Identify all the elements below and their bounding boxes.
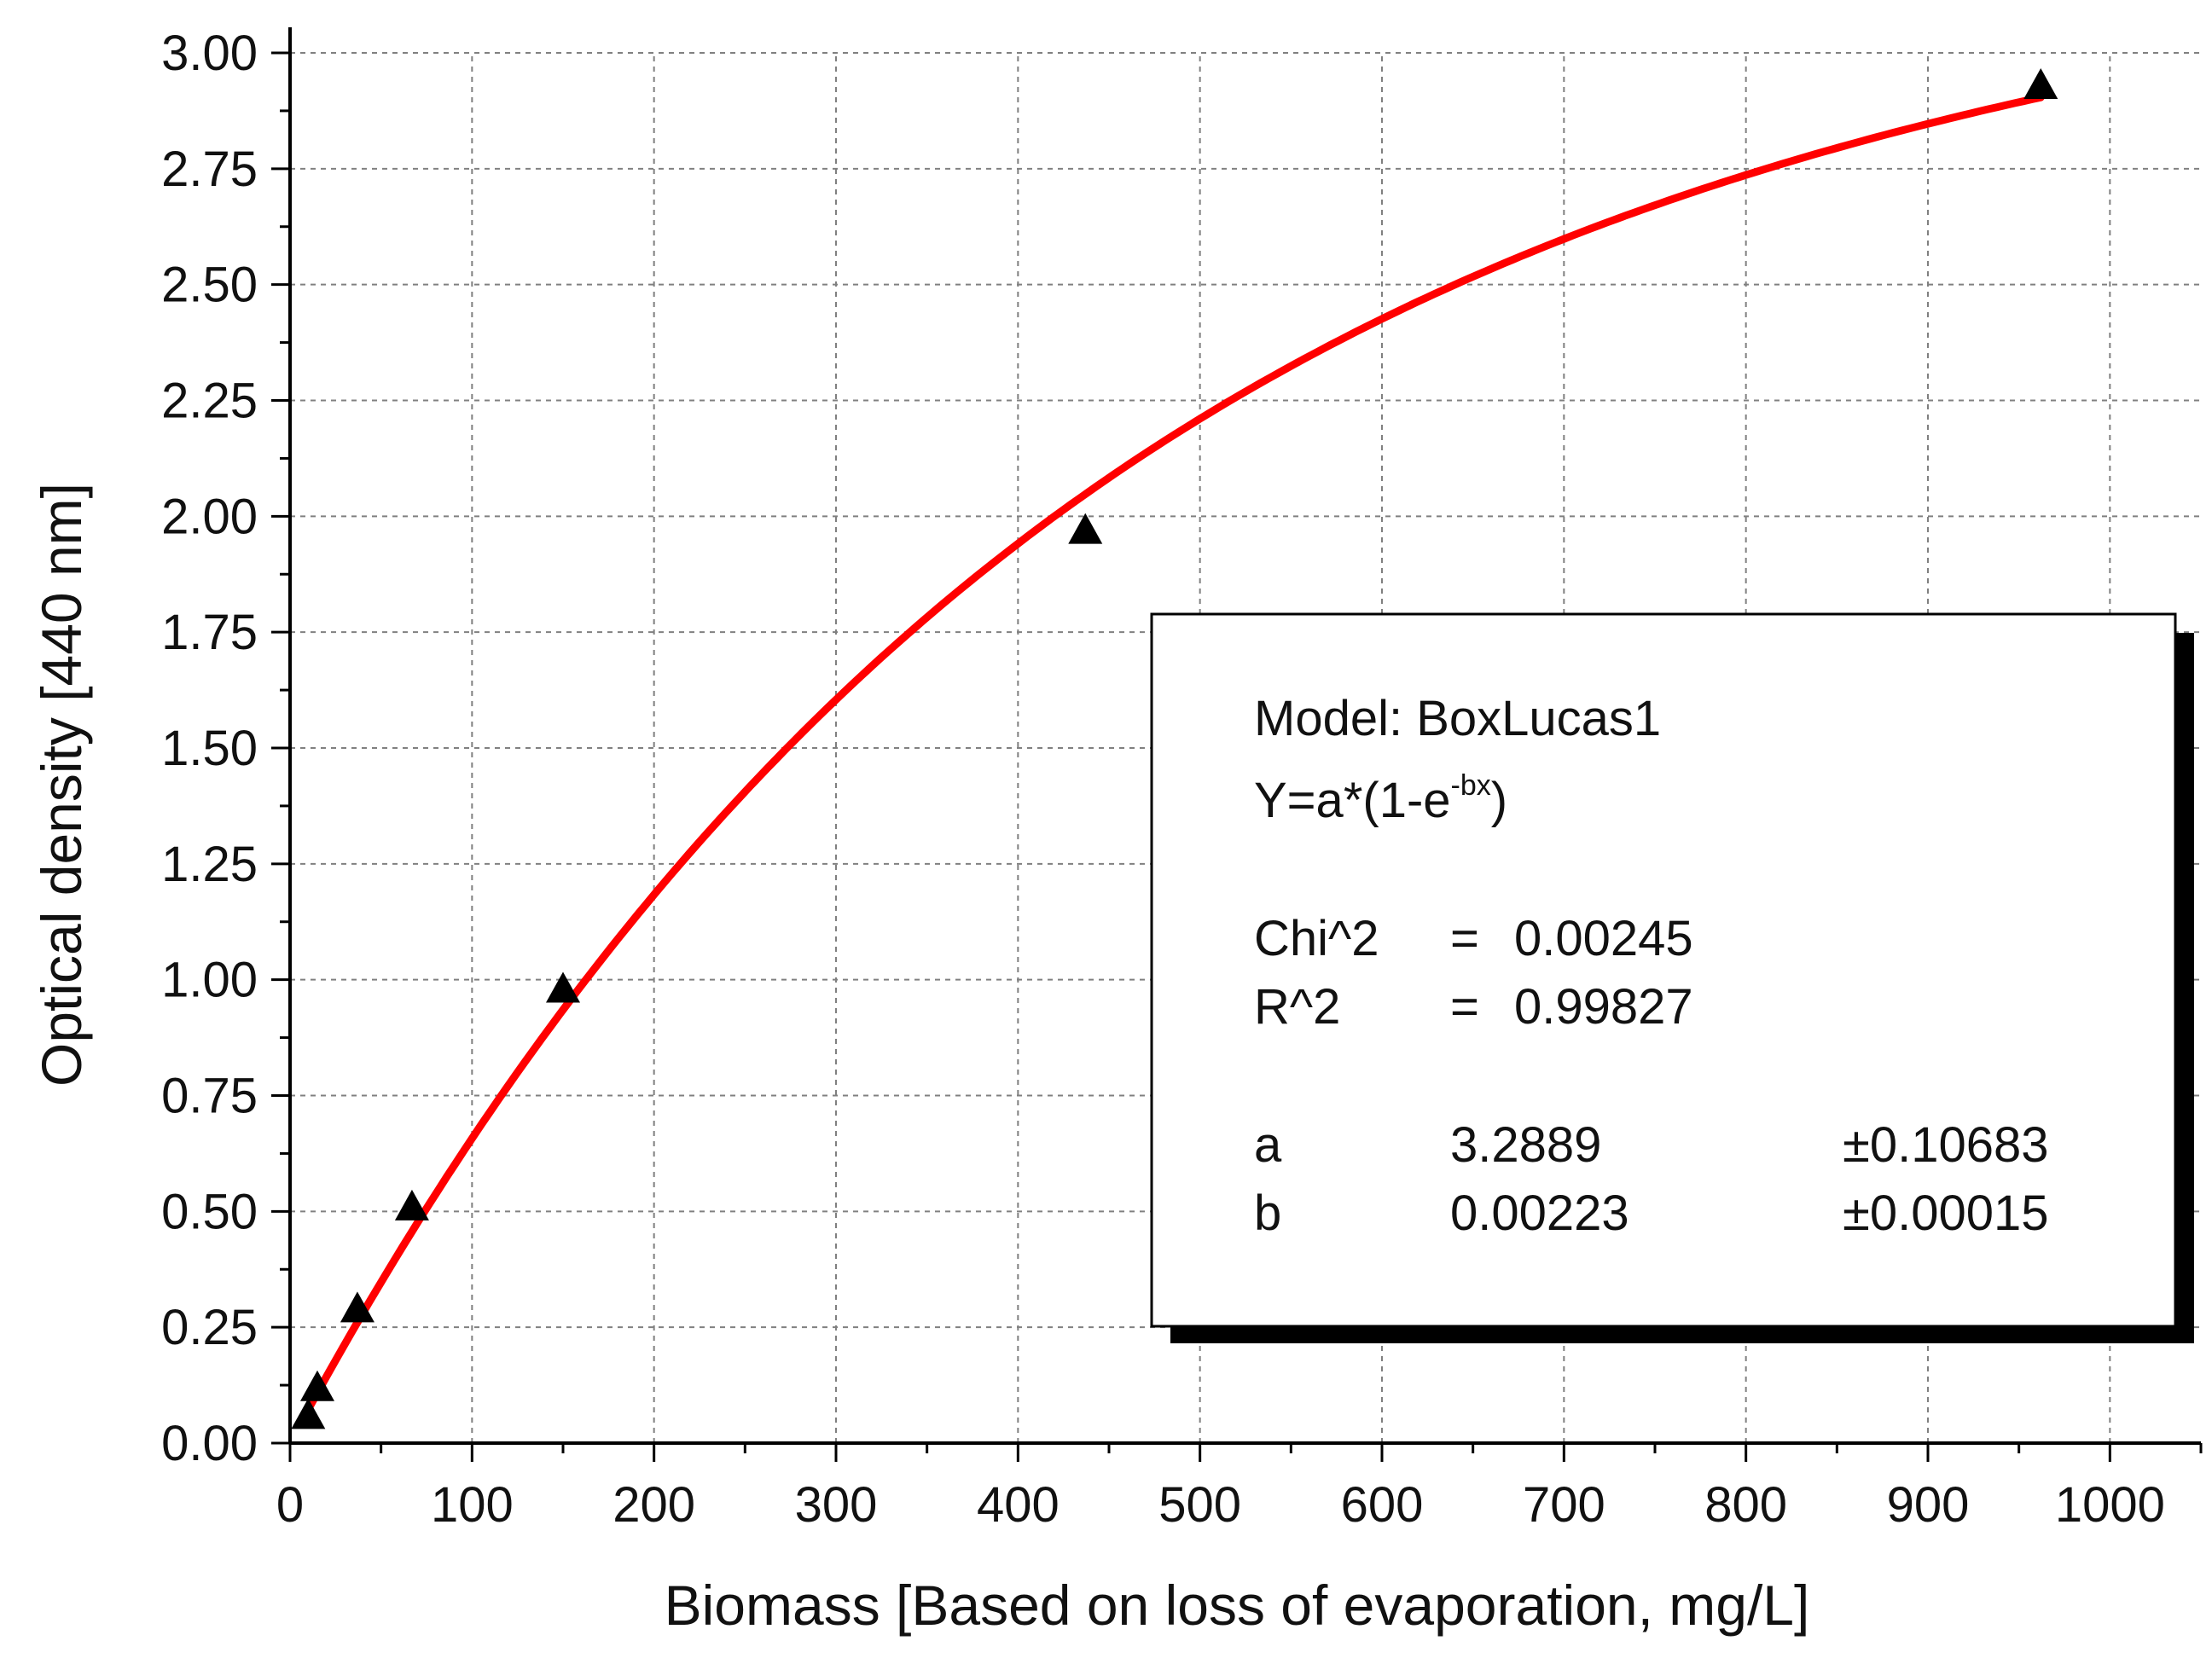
tick-labels: 0 100 200 300 400 500 600 700 800 900 1000 0.00 0.25… — [161, 26, 2165, 1533]
r-square-label: R^2 — [1254, 979, 1340, 1035]
chi-square-equals: = — [1450, 911, 1479, 966]
param-a-name: a — [1254, 1117, 1282, 1173]
equation-suffix: ) — [1491, 773, 1507, 828]
r-square-value: 0.99827 — [1514, 979, 1693, 1035]
equation-exponent: -bx — [1451, 769, 1491, 802]
fit-curve-path — [304, 93, 2045, 1414]
x-axis-title: Biomass [Based on loss of evaporation, m… — [665, 1574, 1810, 1637]
y-tick-label: 2.25 — [161, 374, 258, 429]
x-tick-label: 900 — [1887, 1477, 1970, 1533]
x-tick-label: 300 — [795, 1477, 878, 1533]
param-b-value: 0.00223 — [1450, 1186, 1629, 1241]
fit-info-box: Model: BoxLucas1 Y=a*(1-e-bx) Chi^2 = 0.… — [1150, 612, 2194, 1343]
data-point-triangle — [394, 1189, 429, 1220]
x-tick-label: 0 — [276, 1477, 304, 1533]
param-b-name: b — [1254, 1186, 1281, 1241]
axes — [288, 27, 2201, 1445]
chi-square-label: Chi^2 — [1254, 911, 1379, 966]
x-tick-label: 500 — [1158, 1477, 1241, 1533]
data-markers — [291, 68, 2058, 1429]
x-tick-label: 100 — [431, 1477, 514, 1533]
y-tick-label: 0.00 — [161, 1416, 258, 1471]
param-a-value: 3.2889 — [1450, 1117, 1601, 1173]
x-tick-label: 600 — [1341, 1477, 1424, 1533]
data-point-triangle — [2023, 68, 2058, 100]
x-tick-label: 200 — [613, 1477, 695, 1533]
y-tick-label: 0.25 — [161, 1300, 258, 1355]
param-a-error: ±0.10683 — [1843, 1117, 2049, 1173]
x-tick-label: 1000 — [2055, 1477, 2165, 1533]
y-tick-label: 1.25 — [161, 837, 258, 892]
y-tick-label: 0.75 — [161, 1069, 258, 1124]
data-point-triangle — [291, 1398, 326, 1429]
data-point-triangle — [340, 1291, 374, 1323]
data-point-triangle — [1068, 513, 1103, 544]
y-tick-label: 2.75 — [161, 142, 258, 197]
y-tick-label: 1.75 — [161, 605, 258, 660]
y-axis-title: Optical density [440 nm] — [30, 483, 93, 1087]
fit-curve — [304, 93, 2045, 1414]
fit-info-box-frame — [1150, 612, 2177, 1328]
y-tick-label: 0.50 — [161, 1184, 258, 1239]
chi-square-value: 0.00245 — [1514, 911, 1693, 966]
tick-marks — [271, 51, 2203, 1462]
data-point-triangle — [300, 1370, 334, 1401]
x-tick-label: 400 — [977, 1477, 1060, 1533]
data-point-triangle — [546, 971, 580, 1003]
param-b-error: ±0.00015 — [1843, 1186, 2049, 1241]
x-tick-label: 800 — [1704, 1477, 1787, 1533]
x-tick-label: 700 — [1523, 1477, 1605, 1533]
y-tick-label: 1.00 — [161, 953, 258, 1008]
model-equation: Y=a*(1-e-bx) — [1254, 769, 1507, 828]
r-square-equals: = — [1450, 979, 1479, 1035]
model-name: Model: BoxLucas1 — [1254, 691, 1661, 746]
y-tick-label: 1.50 — [161, 721, 258, 776]
equation-prefix: Y=a*(1-e — [1254, 773, 1451, 828]
y-tick-label: 3.00 — [161, 26, 258, 81]
y-tick-label: 2.00 — [161, 489, 258, 544]
y-tick-label: 2.50 — [161, 258, 258, 313]
